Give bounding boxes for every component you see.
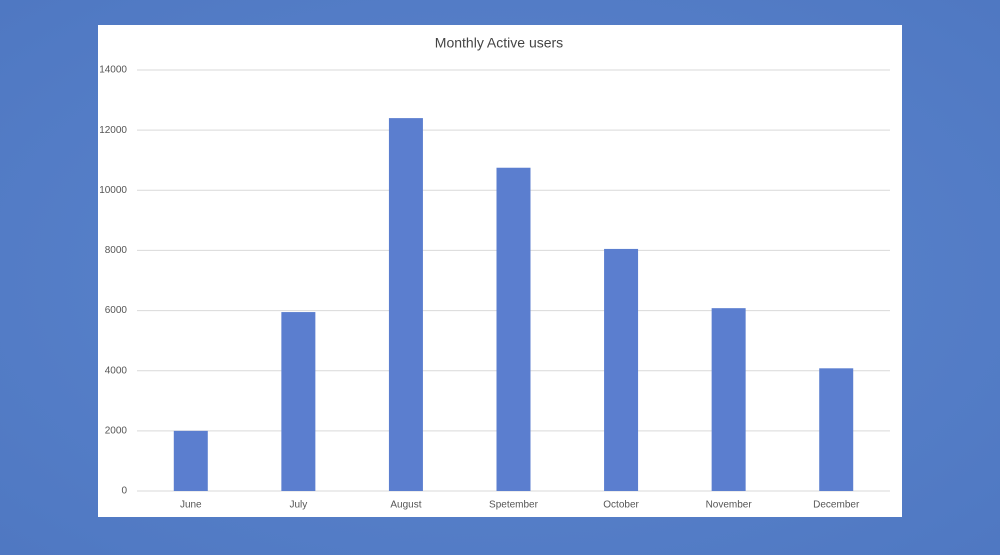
x-tick-label: Spetember [489,500,539,511]
y-tick-label: 4000 [105,365,128,376]
y-tick-label: 2000 [105,425,128,436]
chart: Monthly Active users 0 2000 4000 6000 8000 10… [99,35,890,511]
bar [711,308,746,491]
y-tick-label: 10000 [99,185,127,196]
y-tick-label: 14000 [99,65,127,76]
y-tick-label: 8000 [105,245,128,256]
x-tick-label: August [390,500,421,511]
x-tick-label: December [813,500,860,511]
x-tick-label: October [603,500,639,511]
bar [281,312,316,491]
bar [819,368,854,491]
y-tick-label: 12000 [99,125,127,136]
chart-title: Monthly Active users [435,35,563,51]
bar [173,430,208,491]
y-tick-label: 0 [121,486,127,497]
bar [496,167,531,491]
x-tick-label: June [180,500,202,511]
y-tick-label: 6000 [105,305,128,316]
x-tick-label: November [706,500,753,511]
x-tick-label: July [289,500,307,511]
bar [604,248,639,491]
bar [388,118,423,491]
